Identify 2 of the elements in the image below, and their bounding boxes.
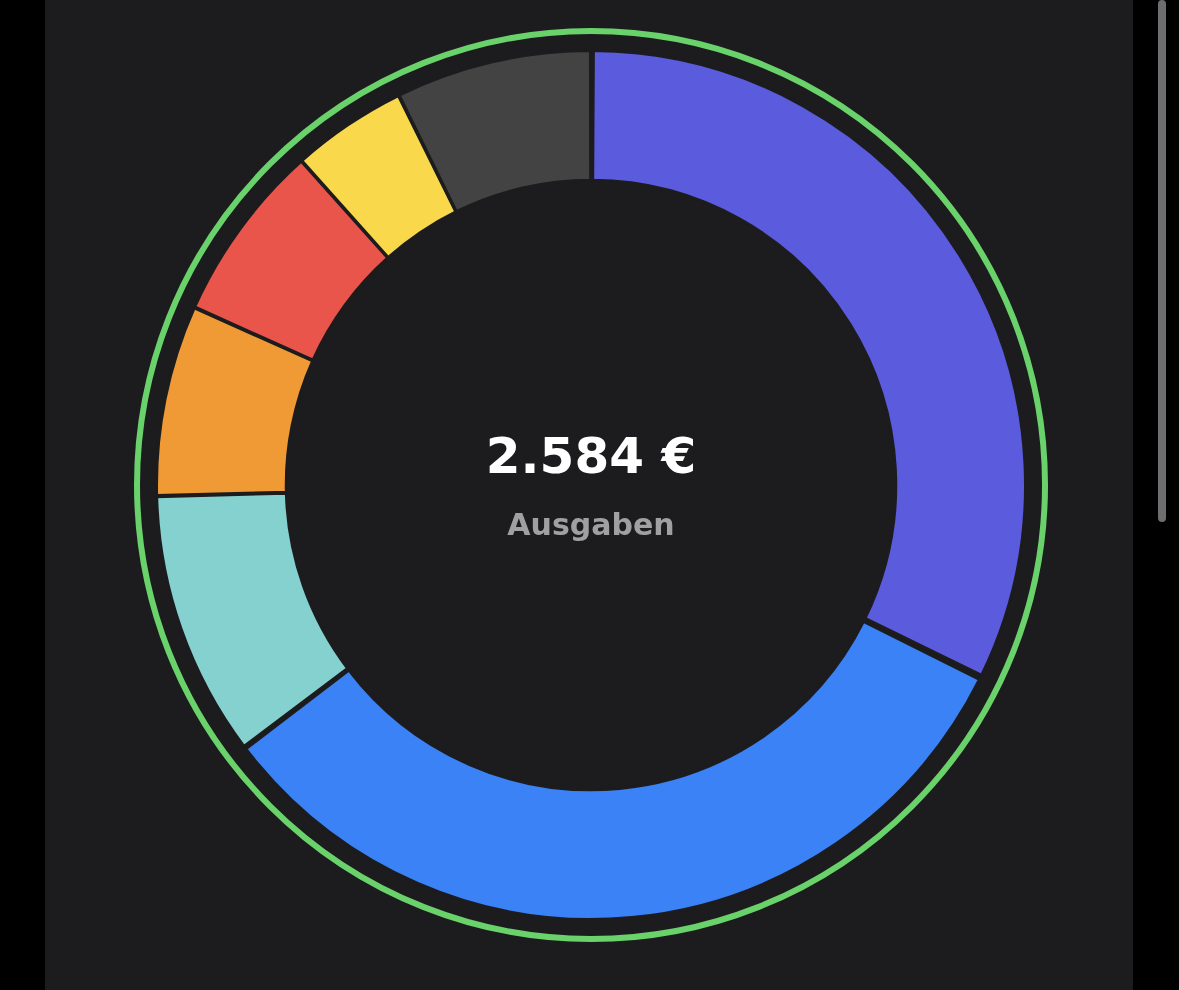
text: 2.584 € [485, 426, 697, 485]
text: Ausgaben [507, 506, 675, 542]
